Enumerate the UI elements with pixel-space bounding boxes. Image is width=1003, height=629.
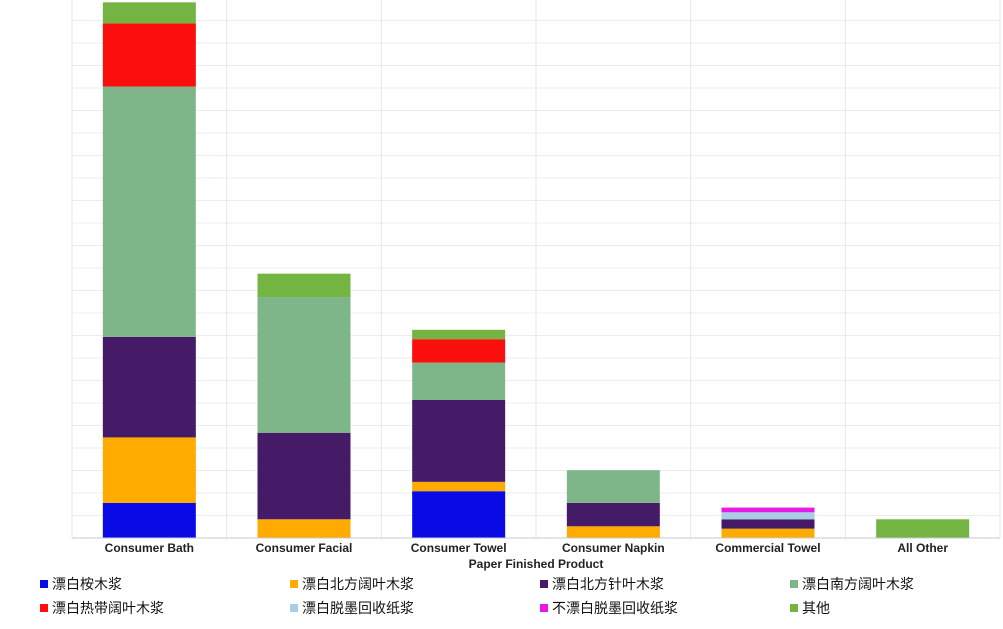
gridlines <box>71 0 1001 538</box>
x-tick-label: Consumer Facial <box>256 541 353 555</box>
legend-label: 漂白北方针叶木浆 <box>552 577 664 593</box>
legend-item: 漂白南方阔叶木浆 <box>790 574 980 594</box>
legend-swatch <box>540 580 548 588</box>
bar-segment <box>566 502 660 527</box>
legend-item: 漂白北方阔叶木浆 <box>290 574 540 594</box>
legend-swatch <box>290 580 298 588</box>
x-tick-label: Consumer Napkin <box>562 541 665 555</box>
legend-label: 漂白桉木浆 <box>52 577 122 593</box>
bar-segment <box>721 507 815 513</box>
bar-segment <box>566 526 660 538</box>
bar-segment <box>102 86 196 337</box>
legend-swatch <box>40 580 48 588</box>
legend-swatch <box>290 604 298 612</box>
x-axis-label: Paper Finished Product <box>469 557 604 571</box>
legend-label: 其他 <box>802 601 830 617</box>
legend-label: 不漂白脱墨回收纸浆 <box>552 601 678 617</box>
legend-label: 漂白热带阔叶木浆 <box>52 601 164 617</box>
legend-item: 其他 <box>790 598 980 618</box>
bar-segment <box>257 297 351 433</box>
legend-item: 漂白桉木浆 <box>40 574 290 594</box>
legend-swatch <box>40 604 48 612</box>
bar-segment <box>721 528 815 538</box>
bar-segment <box>412 399 506 482</box>
x-tick-label: Consumer Towel <box>411 541 507 555</box>
bars <box>102 2 970 538</box>
bar-segment <box>721 512 815 520</box>
bar-segment <box>102 23 196 87</box>
bar-segment <box>412 339 506 363</box>
legend-label: 漂白北方阔叶木浆 <box>302 577 414 593</box>
bar-segment <box>721 519 815 529</box>
legend-swatch <box>790 604 798 612</box>
bar-segment <box>257 432 351 520</box>
bar-segment <box>102 2 196 24</box>
bar-segment <box>876 519 970 538</box>
legend-label: 漂白南方阔叶木浆 <box>802 577 914 593</box>
legend-label: 漂白脱墨回收纸浆 <box>302 601 414 617</box>
legend-item: 漂白北方针叶木浆 <box>540 574 790 594</box>
legend-item: 漂白脱墨回收纸浆 <box>290 598 540 618</box>
bar-segment <box>412 329 506 340</box>
x-tick-label: Consumer Bath <box>105 541 194 555</box>
bar-segment <box>257 273 351 298</box>
legend: 漂白桉木浆 漂白北方阔叶木浆 漂白北方针叶木浆 漂白南方阔叶木浆漂白热带阔叶木浆 漂白脱… <box>40 574 980 618</box>
bar-segment <box>102 437 196 503</box>
legend-swatch <box>540 604 548 612</box>
bar-segment <box>412 491 506 538</box>
legend-item: 漂白热带阔叶木浆 <box>40 598 290 618</box>
x-tick-labels: Consumer Bath Consumer Facial Consumer Tow… <box>105 541 949 555</box>
bar-segment <box>566 470 660 503</box>
legend-item: 不漂白脱墨回收纸浆 <box>540 598 790 618</box>
bar-segment <box>102 502 196 538</box>
bar-segment <box>412 362 506 400</box>
legend-swatch <box>790 580 798 588</box>
bar-segment <box>257 519 351 538</box>
bar-segment <box>102 336 196 438</box>
x-tick-label: All Other <box>897 541 948 555</box>
bar-segment <box>412 481 506 492</box>
x-tick-label: Commercial Towel <box>715 541 820 555</box>
